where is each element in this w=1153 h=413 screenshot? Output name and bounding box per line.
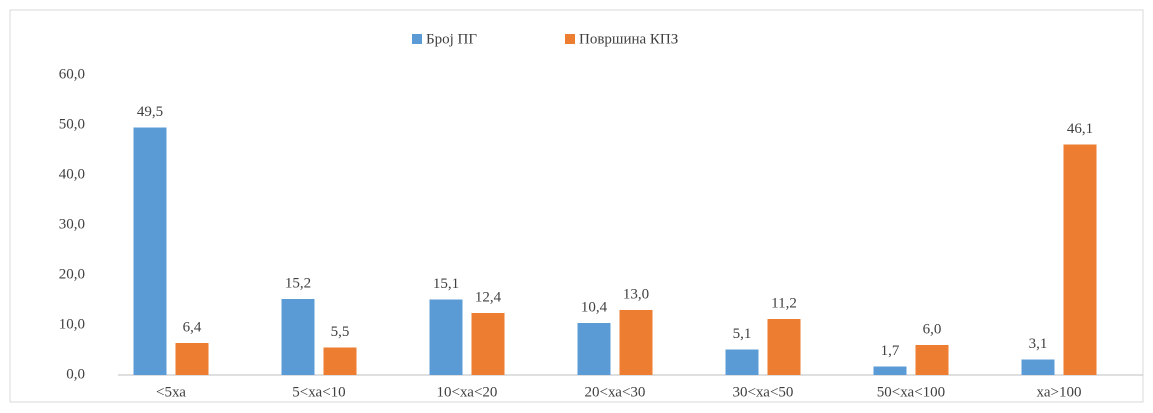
y-tick-label: 10,0 <box>59 316 85 332</box>
y-tick-label: 30,0 <box>59 216 85 232</box>
value-label: 15,2 <box>285 275 311 291</box>
value-label: 6,4 <box>183 319 202 335</box>
value-label: 15,1 <box>433 276 459 292</box>
bar <box>281 299 315 375</box>
x-tick-label: 5<ха<10 <box>292 384 345 400</box>
value-label: 5,5 <box>331 324 350 340</box>
value-label: 11,2 <box>771 295 797 311</box>
legend-label: Површина КПЗ <box>579 31 678 47</box>
bar <box>1063 144 1097 375</box>
legend-swatch <box>412 34 422 44</box>
bar <box>767 319 801 375</box>
value-label: 49,5 <box>137 104 163 120</box>
bar <box>429 299 463 375</box>
value-label: 46,1 <box>1067 121 1093 137</box>
x-tick-label: ха>100 <box>1037 384 1082 400</box>
value-label: 3,1 <box>1029 336 1048 352</box>
x-tick-label: 30<ха<50 <box>733 384 794 400</box>
bar <box>323 347 357 375</box>
value-label: 10,4 <box>581 299 608 315</box>
value-label: 12,4 <box>475 289 502 305</box>
bar <box>471 313 505 375</box>
chart-border <box>9 9 1144 403</box>
y-tick-label: 20,0 <box>59 266 85 282</box>
y-tick-label: 0,0 <box>66 366 85 382</box>
y-tick-label: 60,0 <box>59 66 85 82</box>
x-tick-label: <5ха <box>156 384 186 400</box>
bar <box>873 366 907 375</box>
bar <box>133 127 167 375</box>
legend-swatch <box>565 34 575 44</box>
value-label: 5,1 <box>733 326 752 342</box>
bar <box>577 323 611 375</box>
legend-label: Број ПГ <box>426 31 477 47</box>
bar <box>175 343 209 375</box>
bar <box>725 349 759 375</box>
x-tick-label: 50<ха<100 <box>877 384 945 400</box>
bar <box>1021 359 1055 375</box>
y-tick-label: 40,0 <box>59 166 85 182</box>
x-tick-label: 20<ха<30 <box>585 384 646 400</box>
value-label: 6,0 <box>923 321 942 337</box>
value-label: 1,7 <box>881 343 900 359</box>
value-label: 13,0 <box>623 286 649 302</box>
y-tick-label: 50,0 <box>59 116 85 132</box>
bar <box>619 310 653 375</box>
x-tick-label: 10<ха<20 <box>437 384 498 400</box>
bar <box>915 345 949 375</box>
